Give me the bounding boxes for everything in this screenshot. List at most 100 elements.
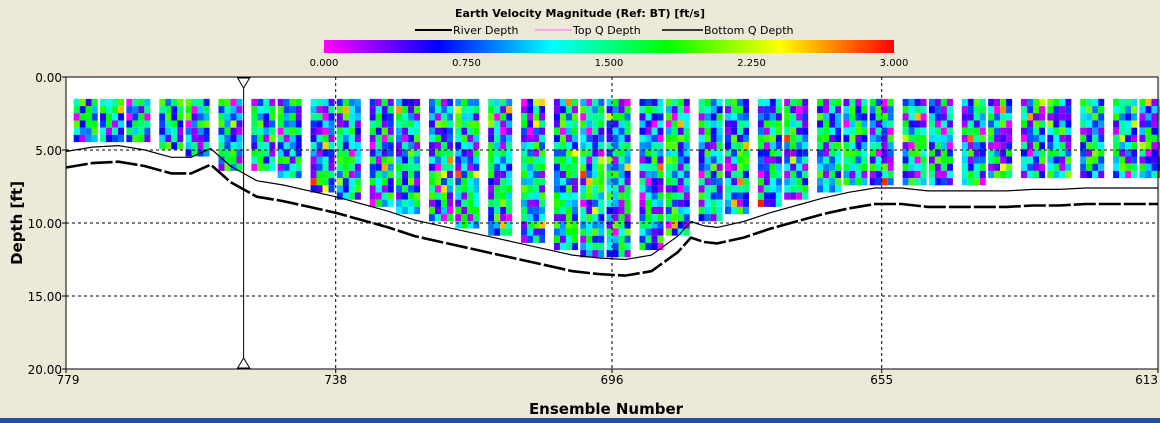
velocity-cell: [506, 156, 513, 164]
velocity-cell: [191, 142, 198, 150]
velocity-cell: [683, 127, 690, 135]
velocity-cell: [784, 142, 791, 150]
velocity-cell: [79, 127, 86, 135]
velocity-cell: [1145, 98, 1152, 107]
velocity-cell: [197, 113, 204, 121]
velocity-cell: [592, 142, 599, 150]
ensemble-cursor[interactable]: [236, 77, 251, 369]
velocity-cell: [698, 120, 705, 128]
velocity-cell: [402, 106, 409, 114]
velocity-cell: [835, 149, 842, 157]
velocity-cell: [488, 178, 495, 186]
velocity-cell: [902, 178, 909, 186]
velocity-cell: [1131, 170, 1138, 179]
velocity-cell: [455, 98, 462, 107]
velocity-cell: [757, 127, 764, 135]
velocity-cell: [1157, 120, 1160, 128]
velocity-cell: [928, 98, 935, 107]
velocity-cell: [704, 192, 711, 200]
velocity-cell: [1145, 156, 1152, 164]
velocity-cell: [565, 221, 572, 229]
velocity-cell: [521, 185, 528, 193]
velocity-cell: [348, 170, 355, 179]
velocity-cell: [396, 192, 403, 200]
velocity-cell: [742, 199, 749, 207]
colorbar-tick-label: 0.000: [310, 58, 339, 69]
velocity-cell: [946, 142, 953, 150]
velocity-cell: [967, 156, 974, 164]
velocity-cell: [527, 127, 534, 135]
velocity-profile: [310, 98, 335, 193]
velocity-profile: [902, 98, 927, 186]
velocity-cell: [618, 113, 625, 121]
velocity-cell: [757, 178, 764, 186]
velocity-cell: [295, 156, 302, 164]
velocity-cell: [354, 156, 361, 164]
velocity-cell: [881, 170, 888, 179]
velocity-cell: [994, 106, 1001, 114]
velocity-cell: [269, 113, 276, 121]
velocity-cell: [769, 199, 776, 207]
velocity-cell: [79, 134, 86, 143]
velocity-cell: [408, 170, 415, 179]
velocity-cell: [979, 127, 986, 135]
velocity-cell: [920, 178, 927, 186]
velocity-cell: [533, 98, 540, 107]
velocity-cell: [565, 98, 572, 107]
velocity-cell: [683, 192, 690, 200]
velocity-cell: [757, 163, 764, 171]
velocity-cell: [639, 185, 646, 193]
velocity-cell: [527, 221, 534, 229]
velocity-cell: [521, 127, 528, 135]
velocity-cell: [994, 113, 1001, 121]
velocity-cell: [704, 142, 711, 150]
velocity-cell: [1098, 156, 1105, 164]
velocity-cell: [185, 127, 192, 135]
velocity-cell: [823, 98, 830, 107]
velocity-cell: [446, 149, 453, 157]
velocity-cell: [455, 134, 462, 143]
velocity-cell: [455, 142, 462, 150]
velocity-cell: [553, 228, 560, 236]
velocity-cell: [716, 170, 723, 179]
velocity-cell: [855, 156, 862, 164]
velocity-cell: [91, 127, 98, 135]
velocity-cell: [843, 178, 850, 186]
velocity-cell: [875, 113, 882, 121]
velocity-cell: [494, 170, 501, 179]
velocity-cell: [716, 185, 723, 193]
velocity-cell: [902, 163, 909, 171]
velocity-cell: [612, 221, 619, 229]
colorbar-ticks: 0.000 0.750 1.500 2.250 3.000: [310, 58, 909, 69]
velocity-cell: [742, 106, 749, 114]
velocity-cell: [683, 120, 690, 128]
velocity-cell: [387, 170, 394, 179]
velocity-cell: [521, 113, 528, 121]
velocity-cell: [598, 228, 605, 236]
velocity-cell: [328, 127, 335, 135]
velocity-cell: [316, 127, 323, 135]
velocity-cell: [757, 185, 764, 193]
velocity-cell: [1000, 113, 1007, 121]
depth-lines: [65, 144, 1158, 277]
velocity-cell: [580, 178, 587, 186]
velocity-cell: [979, 106, 986, 114]
velocity-cell: [855, 178, 862, 186]
velocity-cell: [269, 149, 276, 157]
velocity-cell: [408, 206, 415, 215]
velocity-cell: [683, 156, 690, 164]
velocity-cell: [618, 235, 625, 243]
velocity-cell: [651, 170, 658, 179]
velocity-cell: [887, 127, 894, 135]
velocity-cell: [671, 156, 678, 164]
velocity-cell: [592, 163, 599, 171]
velocity-cell: [1053, 113, 1060, 121]
velocity-cell: [434, 106, 441, 114]
velocity-cell: [736, 178, 743, 186]
velocity-cell: [861, 120, 868, 128]
velocity-cell: [440, 163, 447, 171]
velocity-cell: [730, 106, 737, 114]
velocity-cell: [336, 134, 343, 143]
velocity-cell: [565, 142, 572, 150]
velocity-cell: [539, 192, 546, 200]
